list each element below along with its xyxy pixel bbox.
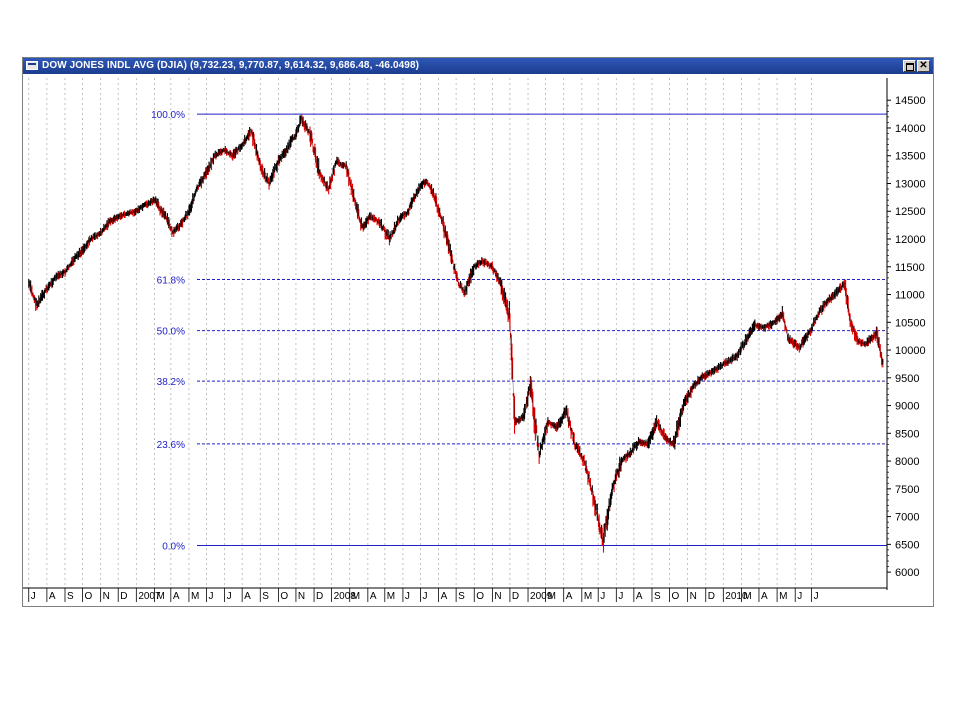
y-tick-label-2: 7000 [895,512,919,524]
y-tick-label-17: 14500 [895,95,926,107]
x-tick-label-19: A [370,591,377,602]
window-icon[interactable] [26,61,38,70]
x-tick-label-24: S [458,591,465,602]
grid-lines [28,78,812,586]
x-tick-label-31: M [584,591,592,602]
x-tick-label-28: 2009 [530,591,553,602]
y-tick-label-15: 13500 [895,151,926,163]
x-tick-label-39: 2010 [725,591,748,602]
x-tick-label-22: J [422,591,427,602]
y-tick-label-14: 13000 [895,178,926,190]
y-tick-label-3: 7500 [895,484,919,496]
y-tick-label-16: 14000 [895,123,926,135]
x-tick-label-2: S [67,591,74,602]
x-tick-label-25: O [476,591,484,602]
x-tick-label-11: J [227,591,232,602]
y-tick-label-10: 11000 [895,290,925,302]
fib-label-3: 38.2% [157,377,185,388]
window-title: DOW JONES INDL AVG (DJIA) (9,732.23, 9,7… [42,60,420,71]
x-tick-label-10: J [208,591,213,602]
y-tick-label-5: 8500 [895,428,919,440]
x-tick-label-32: J [600,591,605,602]
x-tick-label-14: O [280,591,288,602]
x-tick-label-26: N [494,591,501,602]
fib-label-2: 50.0% [157,327,185,338]
y-tick-label-6: 9000 [895,401,919,413]
price-chart: 100.0% 61.8% 50.0% 38.2% 23.6% 0.0% 6000 6500 7… [23,78,926,602]
x-tick-label-17: 2008 [334,591,357,602]
x-tick-label-13: S [262,591,269,602]
x-tick-label-41: A [761,591,768,602]
x-tick-label-23: A [441,591,448,602]
x-tick-label-9: M [191,591,199,602]
x-tick-label-5: D [120,591,127,602]
x-tick-label-3: O [85,591,93,602]
x-tick-label-37: N [690,591,697,602]
y-tick-label-9: 10500 [895,317,926,329]
y-tick-label-13: 12500 [895,206,926,218]
x-tick-label-35: S [654,591,661,602]
x-tick-label-42: M [779,591,787,602]
fibonacci-levels: 100.0% 61.8% 50.0% 38.2% 23.6% 0.0% [151,110,887,552]
x-tick-label-38: D [708,591,715,602]
fib-label-4: 23.6% [157,440,185,451]
y-tick-label-4: 8000 [895,456,919,468]
x-tick-label-40: M [743,591,751,602]
y-axis: 6000 6500 7000 7500 8000 8500 9000 9500 10000 105… [886,78,926,590]
x-tick-label-7: M [156,591,164,602]
title-bar[interactable]: DOW JONES INDL AVG (DJIA) (9,732.23, 9,7… [23,58,933,74]
x-tick-label-15: N [298,591,305,602]
fib-label-5: 0.0% [162,541,185,552]
x-tick-label-8: A [173,591,180,602]
x-tick-label-18: M [352,591,360,602]
x-tick-label-29: M [548,591,556,602]
x-tick-label-1: A [49,591,56,602]
close-icon[interactable]: ✕ [917,60,930,72]
x-tick-label-33: J [618,591,623,602]
x-tick-label-34: A [636,591,643,602]
x-tick-label-43: J [797,591,802,602]
x-tick-label-36: O [672,591,680,602]
price-line [28,118,884,542]
x-tick-label-12: A [244,591,251,602]
y-tick-label-12: 12000 [895,234,926,246]
y-tick-label-0: 6000 [895,567,919,579]
x-tick-label-27: D [512,591,519,602]
y-tick-label-8: 10000 [895,345,926,357]
x-tick-label-44: J [814,591,819,602]
x-tick-label-16: D [316,591,323,602]
fib-label-0: 100.0% [151,110,185,121]
close-glyph: ✕ [919,60,928,71]
x-tick-label-21: J [405,591,410,602]
y-tick-label-11: 11500 [895,262,925,274]
x-tick-label-4: N [103,591,110,602]
x-tick-label-6: 2007 [138,591,161,602]
chart-window: DOW JONES INDL AVG (DJIA) (9,732.23, 9,7… [22,57,934,607]
x-tick-label-0: J [31,591,36,602]
fib-label-1: 61.8% [157,276,185,287]
restore-window-icon[interactable] [903,60,916,72]
y-tick-label-1: 6500 [895,539,919,551]
y-tick-label-7: 9500 [895,373,919,385]
x-tick-label-30: A [566,591,573,602]
price-series [28,114,884,553]
x-tick-label-20: M [387,591,395,602]
